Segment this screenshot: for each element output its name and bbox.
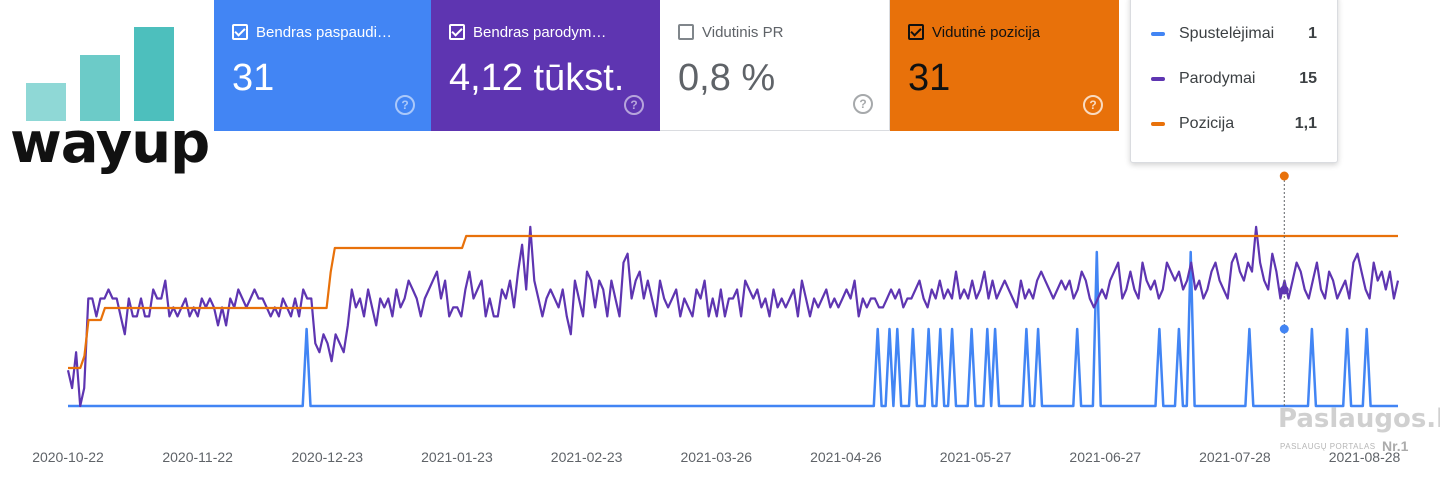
legend-swatch xyxy=(1151,77,1165,81)
checkbox-icon[interactable] xyxy=(232,24,248,40)
legend-value: 15 xyxy=(1299,70,1317,87)
chart-series xyxy=(66,225,1400,408)
hover-marker xyxy=(1279,171,1289,406)
x-tick-label: 2020-10-22 xyxy=(32,449,104,465)
metric-card-impressions[interactable]: Bendras parodym… 4,12 tūkst. ? xyxy=(431,0,660,131)
checkbox-icon[interactable] xyxy=(908,24,924,40)
logo-bar-medium xyxy=(80,55,120,121)
legend-name: Spustelėjimai xyxy=(1179,25,1275,42)
x-tick-label: 2020-11-22 xyxy=(162,449,233,465)
x-tick-label: 2021-05-27 xyxy=(940,449,1012,465)
hover-dot-clicks xyxy=(1279,324,1289,334)
checkbox-icon[interactable] xyxy=(678,24,694,40)
x-tick-label: 2021-02-23 xyxy=(551,449,623,465)
watermark-main: Paslaugos.lt xyxy=(1278,404,1440,434)
help-icon[interactable]: ? xyxy=(1083,95,1103,115)
metric-value: 4,12 tūkst. xyxy=(449,57,625,99)
x-tick-label: 2021-06-27 xyxy=(1069,449,1141,465)
legend-swatch xyxy=(1151,122,1165,126)
series-line-impressions xyxy=(66,225,1400,408)
legend-row-position: Pozicija 1,1 xyxy=(1151,112,1317,136)
logo-bar-short xyxy=(26,83,66,121)
legend-name: Parodymai xyxy=(1179,70,1256,87)
series-line-clicks xyxy=(68,250,1398,408)
wayup-logo: wayup xyxy=(0,0,210,185)
legend-name: Pozicija xyxy=(1179,115,1235,132)
help-icon[interactable]: ? xyxy=(853,94,873,114)
hover-dot-position xyxy=(1279,171,1289,181)
legend-swatch xyxy=(1151,32,1165,36)
metric-value: 31 xyxy=(908,57,951,99)
checkbox-icon[interactable] xyxy=(449,24,465,40)
x-tick-label: 2020-12-23 xyxy=(291,449,363,465)
paslaugos-watermark: Paslaugos.lt PASLAUGŲ PORTALAS Nr.1 xyxy=(1272,400,1440,460)
x-tick-label: 2021-08-28 xyxy=(1329,449,1401,465)
x-tick-label: 2021-07-28 xyxy=(1199,449,1271,465)
x-tick-label: 2021-04-26 xyxy=(810,449,882,465)
x-axis: 2020-10-22 2020-11-22 2020-12-23 2021-01-23… xyxy=(32,449,1400,465)
logo-text: wayup xyxy=(10,111,210,176)
hover-dot-impressions xyxy=(1279,285,1289,295)
legend-value: 1,1 xyxy=(1294,115,1317,132)
metric-value: 0,8 % xyxy=(678,57,776,99)
metric-value: 31 xyxy=(232,57,275,99)
metric-card-clicks[interactable]: Bendras paspaudi… 31 ? xyxy=(214,0,431,131)
metric-card-ctr[interactable]: Vidutinis PR 0,8 % ? xyxy=(660,0,890,131)
logo-bar-tall xyxy=(134,27,174,121)
help-icon[interactable]: ? xyxy=(395,95,415,115)
series-line-position xyxy=(68,234,1398,370)
legend-value: 1 xyxy=(1308,25,1317,42)
legend-row-impressions: Parodymai 15 xyxy=(1151,67,1317,91)
watermark-sub: PASLAUGŲ PORTALAS xyxy=(1280,442,1376,451)
x-tick-label: 2021-01-23 xyxy=(421,449,493,465)
help-icon[interactable]: ? xyxy=(624,95,644,115)
metric-card-position[interactable]: Vidutinė pozicija 31 ? xyxy=(890,0,1119,131)
x-tick-label: 2021-03-26 xyxy=(680,449,752,465)
legend-row-clicks: Spustelėjimai 1 xyxy=(1151,22,1317,46)
watermark-badge: Nr.1 xyxy=(1382,438,1409,454)
chart-tooltip: Spustelėjimai 1 Parodymai 15 Pozicija 1,… xyxy=(1130,0,1338,163)
